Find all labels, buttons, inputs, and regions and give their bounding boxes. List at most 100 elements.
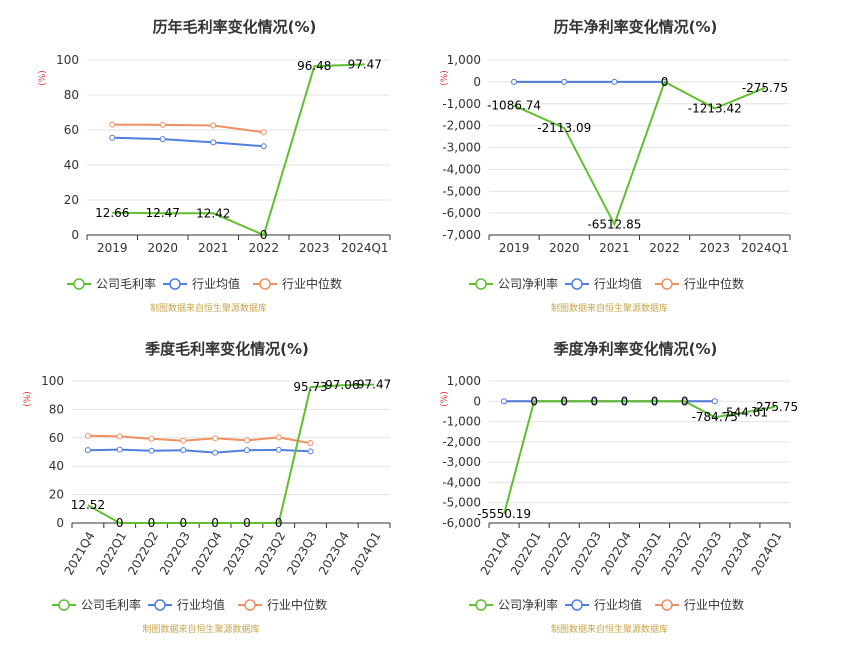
y-tick-label: 1,000 [447,53,481,67]
x-tick-label: 2022Q2 [125,529,161,577]
y-tick-label: -3,000 [442,141,481,155]
legend-item-label: 公司毛利率 [81,597,141,612]
x-tick-label: 2022Q1 [93,529,129,577]
legend-swatch-marker [259,278,271,290]
legend-swatch-marker [571,599,583,611]
legend-swatch-marker [154,599,166,611]
y-tick-label: -2,000 [442,435,481,449]
data-label: 96.48 [297,59,331,73]
legend-swatch-marker [475,599,487,611]
chart-group: 季度毛利率变化情况(%)(%)0204060801002021Q42022Q12… [23,340,391,635]
legend-item-label: 行业均值 [594,276,642,291]
y-tick-label: 0 [473,75,481,89]
y-tick-label: -6,000 [442,206,481,220]
x-tick-label: 2019 [97,241,128,255]
x-tick-label: 2021 [198,241,229,255]
data-point [501,398,508,405]
y-tick-label: 0 [473,394,481,408]
x-tick-label: 2022Q3 [157,529,193,577]
legend-item-label: 行业均值 [594,597,642,612]
data-label: 0 [651,394,659,408]
y-tick-label: 60 [64,123,79,137]
y-tick-label: 0 [56,516,64,530]
legend-item-label: 行业中位数 [282,276,342,291]
y-tick-label: -2,000 [442,119,481,133]
data-label: 12.52 [71,498,105,512]
data-point [307,440,314,447]
x-tick-label: 2022 [248,241,279,255]
legend-swatch-marker [661,278,673,290]
y-tick-label: -6,000 [442,516,481,530]
chart-svg: 历年净利率变化情况(%) (%) -7,000 -6,000 -5,000 -4,000 -… [440,18,791,314]
data-label: -5550.19 [477,507,531,521]
data-point [109,121,116,128]
legend-item-label: 公司净利率 [498,276,558,291]
data-label: 0 [560,394,568,408]
y-tick-label: -1,000 [442,415,481,429]
data-label: 0 [661,75,669,89]
data-label: 0 [681,394,689,408]
data-label: 0 [179,516,187,530]
data-point [275,434,282,441]
legend-swatch-marker [169,278,181,290]
data-label: 12.42 [196,206,230,220]
data-point [711,398,718,405]
x-tick-label: 2022Q4 [189,529,225,577]
legend-item-label: 行业中位数 [684,276,744,291]
data-label: -1086.74 [487,99,541,113]
y-tick-label: 80 [64,88,79,102]
x-tick-label: 2023 [699,241,730,255]
data-label: 95.73 [293,380,327,394]
data-label: 0 [275,516,283,530]
quarterly-gross-margin-chart: 季度毛利率变化情况(%) (%) 0 20 40 60 80 100 2021Q4 2022Q1 2… [0,322,422,652]
legend-swatch-marker [475,278,487,290]
chart-group: 历年毛利率变化情况(%) (%) 0 20 40 60 80 100 2019 2020 2021 2… [38,18,391,314]
legend-item-label: 公司毛利率 [96,276,156,291]
data-point [84,432,91,439]
data-point [260,143,267,150]
chart-title: 历年净利率变化情况(%) [554,18,718,36]
annual-gross-margin-chart: 历年毛利率变化情况(%) (%) 0 20 40 60 80 100 2019 2020 2021 2… [0,0,422,330]
legend-swatch-marker [571,278,583,290]
data-label: 0 [243,516,251,530]
source-note: 制图数据来自恒生聚源数据库 [551,623,668,635]
y-tick-label: 100 [56,53,79,67]
x-tick-label: 2022 [649,241,680,255]
series-line-industry_median [87,434,311,445]
x-tick-label: 2024Q1 [348,529,384,577]
y-tick-label: 20 [64,193,79,207]
legend-item-label: 行业中位数 [684,597,744,612]
data-label: 12.47 [146,206,180,220]
data-label: -275.75 [752,400,798,414]
y-tick-label: -4,000 [442,162,481,176]
data-point [561,78,568,85]
data-point [260,129,267,136]
data-label: -544.61 [722,405,768,419]
data-label: 0 [530,394,538,408]
data-point [148,447,155,454]
x-tick-label: 2021Q4 [62,529,98,577]
y-tick-label: -1,000 [442,97,481,111]
y-tick-label: 60 [49,431,64,445]
data-point [210,122,217,129]
x-tick-label: 2023Q4 [316,529,352,577]
data-point [611,78,618,85]
data-label: 0 [211,516,219,530]
data-point [243,447,250,454]
data-point [159,121,166,128]
data-point [243,437,250,444]
quarterly-net-margin-chart: 季度净利率变化情况(%) (%) -6,000 -5,000 -4,000 -3,000 -… [422,322,844,652]
data-label: 0 [591,394,599,408]
legend-item-label: 行业均值 [192,276,240,291]
y-tick-label: 80 [49,402,64,416]
data-label: -784.75 [692,410,738,424]
legend-item-label: 行业均值 [177,597,225,612]
data-point [275,446,282,453]
unit-label: (%) [440,70,450,86]
unit-label: (%) [23,391,33,407]
chart-title: 历年毛利率变化情况(%) [153,18,317,36]
data-point [84,447,91,454]
series-line-industry_avg [87,448,311,454]
data-point [210,139,217,146]
data-point [307,448,314,455]
